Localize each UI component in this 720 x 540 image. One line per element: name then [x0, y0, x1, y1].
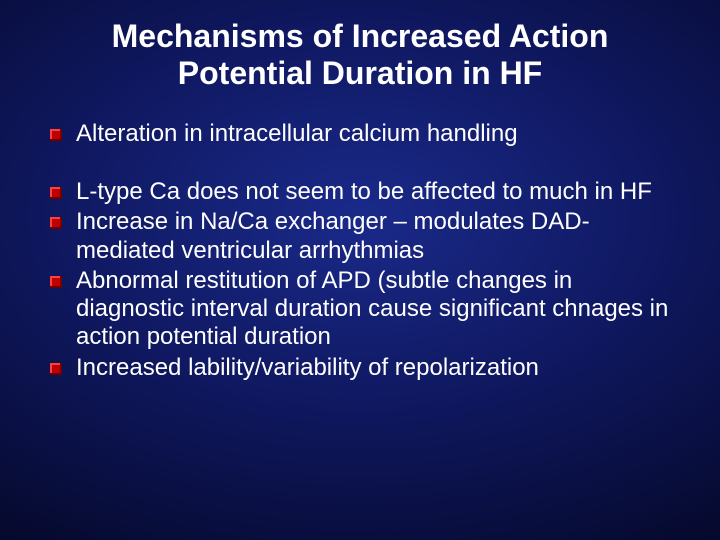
list-item: Alteration in intracellular calcium hand… [50, 120, 670, 148]
list-item: Increased lability/variability of repola… [50, 354, 670, 382]
list-item: Increase in Na/Ca exchanger – modulates … [50, 208, 670, 265]
bullet-list: Alteration in intracellular calcium hand… [50, 120, 670, 383]
slide-title: Mechanisms of Increased Action Potential… [50, 18, 670, 92]
list-item: Abnormal restitution of APD (subtle chan… [50, 267, 670, 352]
list-item: L-type Ca does not seem to be affected t… [50, 178, 670, 206]
slide: Mechanisms of Increased Action Potential… [0, 0, 720, 540]
